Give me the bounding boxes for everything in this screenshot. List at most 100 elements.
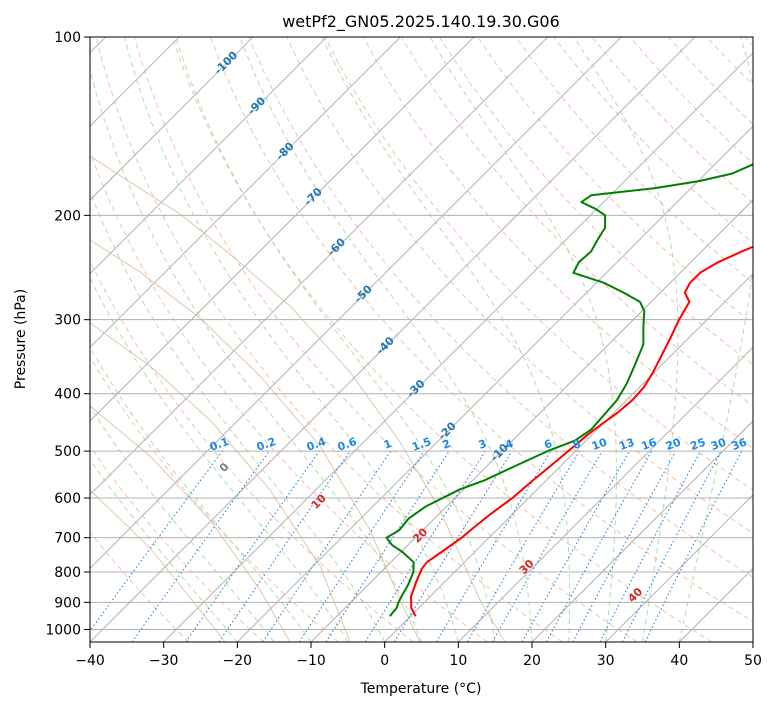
y-tick-label: 600 bbox=[54, 491, 81, 507]
moist-adiabat bbox=[429, 37, 617, 642]
x-tick-label: 30 bbox=[597, 653, 615, 669]
mixing-ratio-line bbox=[298, 450, 425, 642]
mixing-ratio-line bbox=[521, 450, 630, 642]
dry-adiabat bbox=[90, 150, 488, 642]
chart-title: wetPf2_GN05.2025.140.19.30.G06 bbox=[282, 12, 560, 32]
x-axis: −40 −30 −20 −10 0 10 20 30 40 50 bbox=[75, 642, 762, 669]
mixing-ratio-label: 0.4 bbox=[305, 435, 328, 454]
mixing-ratio-label: 0.6 bbox=[336, 435, 359, 454]
x-tick-label: 50 bbox=[744, 653, 762, 669]
y-tick-label: 700 bbox=[54, 531, 81, 547]
y-tick-label: 300 bbox=[54, 313, 81, 329]
mixing-ratio-line bbox=[644, 450, 743, 642]
background-lines bbox=[90, 37, 753, 642]
moist-adiabat bbox=[90, 67, 422, 642]
moist-adiabat bbox=[90, 458, 238, 642]
x-tick-label: −20 bbox=[223, 653, 253, 669]
moist-adiabat bbox=[124, 37, 459, 642]
isotherm-line bbox=[90, 37, 622, 569]
mixing-ratio-label: 3 bbox=[477, 437, 489, 452]
isotherm-line bbox=[163, 52, 753, 642]
y-tick-label: 400 bbox=[54, 387, 81, 403]
dry-adiabat bbox=[90, 356, 339, 642]
y-tick-label: 1000 bbox=[45, 622, 81, 638]
saturation-curve bbox=[90, 239, 421, 642]
moist-adiabat bbox=[90, 277, 349, 642]
isotherm-line bbox=[237, 125, 753, 642]
moist-adiabat bbox=[321, 37, 571, 642]
isotherm-line bbox=[90, 37, 548, 496]
saturation-curve bbox=[90, 489, 226, 642]
sounding-profiles bbox=[385, 163, 753, 617]
mixing-ratio-line bbox=[325, 450, 450, 642]
x-tick-label: −30 bbox=[149, 653, 179, 669]
dry-adiabat bbox=[133, 37, 638, 642]
mixing-ratio-label: 0.2 bbox=[255, 435, 278, 454]
mixing-ratio-label: 36 bbox=[730, 436, 749, 454]
mixing-ratio-line bbox=[218, 450, 351, 642]
moist-adiabat bbox=[90, 190, 386, 642]
plot-frame bbox=[89, 36, 754, 643]
mixing-ratio-label: 13 bbox=[617, 436, 636, 453]
isotherm-line bbox=[90, 37, 401, 348]
isotherm-line bbox=[90, 37, 327, 275]
dry-adiabat bbox=[210, 37, 753, 623]
dry-adiabat bbox=[95, 37, 563, 642]
mixing-ratio-line bbox=[131, 450, 270, 642]
isotherm-line bbox=[458, 346, 753, 642]
dry-adiabat bbox=[438, 37, 753, 366]
mixing-ratio-label: 30 bbox=[709, 436, 728, 454]
moist-adiabat bbox=[573, 37, 679, 642]
x-axis-title: Temperature (°C) bbox=[360, 681, 482, 697]
dry-adiabat bbox=[286, 37, 753, 534]
x-tick-label: 20 bbox=[523, 653, 541, 669]
mixing-ratio-line bbox=[90, 450, 223, 632]
saturation-curve bbox=[90, 155, 506, 642]
isotherm-line bbox=[90, 37, 475, 422]
mixing-ratio-label: 25 bbox=[689, 436, 708, 453]
moist-adiabat bbox=[90, 405, 275, 642]
y-axis: 1000 900 800 700 600 500 400 300 200 100 bbox=[45, 30, 90, 638]
mixing-ratio-line bbox=[393, 450, 513, 642]
mixing-ratio-label: 1.5 bbox=[410, 435, 433, 454]
temperature-profile bbox=[410, 245, 753, 617]
dry-adiabat bbox=[248, 37, 753, 578]
mixing-ratio-label: 10 bbox=[590, 436, 609, 454]
dry-adiabat bbox=[515, 37, 753, 284]
y-tick-label: 200 bbox=[54, 208, 81, 224]
mixing-ratio-label: 2 bbox=[441, 437, 453, 452]
saturation-curve bbox=[90, 405, 291, 642]
moist-adiabat bbox=[175, 37, 496, 642]
isotherm-line bbox=[384, 273, 753, 642]
dry-adiabat bbox=[171, 37, 712, 642]
mixing-ratio-line bbox=[572, 450, 677, 642]
y-tick-label: 500 bbox=[54, 444, 81, 460]
mixing-ratio-label: 1 bbox=[382, 437, 394, 452]
mixing-ratio-line bbox=[545, 450, 653, 642]
dry-adiabat bbox=[90, 259, 414, 642]
mixing-ratio-label: 6 bbox=[542, 437, 554, 452]
mixing-ratio-label: 20 bbox=[664, 436, 683, 454]
x-tick-label: 0 bbox=[380, 653, 389, 669]
y-tick-label: 100 bbox=[54, 30, 81, 46]
dry-adiabat bbox=[90, 445, 264, 642]
dry-adiabat bbox=[90, 531, 190, 642]
mixing-ratio-line bbox=[185, 450, 320, 642]
mixing-ratio-line bbox=[262, 450, 392, 642]
mixing-ratio-label: 8 bbox=[571, 437, 583, 452]
mixing-ratio-label: 16 bbox=[640, 436, 659, 454]
x-tick-label: −10 bbox=[296, 653, 326, 669]
y-axis-title: Pressure (hPa) bbox=[13, 289, 29, 389]
x-tick-label: 10 bbox=[449, 653, 467, 669]
isotherm-line bbox=[531, 420, 753, 642]
moist-adiabat bbox=[90, 346, 312, 642]
moist-adiabat bbox=[239, 37, 533, 642]
x-tick-label: −40 bbox=[75, 653, 105, 669]
y-tick-label: 900 bbox=[54, 595, 81, 611]
mixing-ratio-label: 4 bbox=[503, 437, 515, 452]
mixing-ratio-label: 0.1 bbox=[208, 435, 231, 454]
isotherm-line bbox=[90, 37, 254, 201]
x-tick-label: 40 bbox=[670, 653, 688, 669]
